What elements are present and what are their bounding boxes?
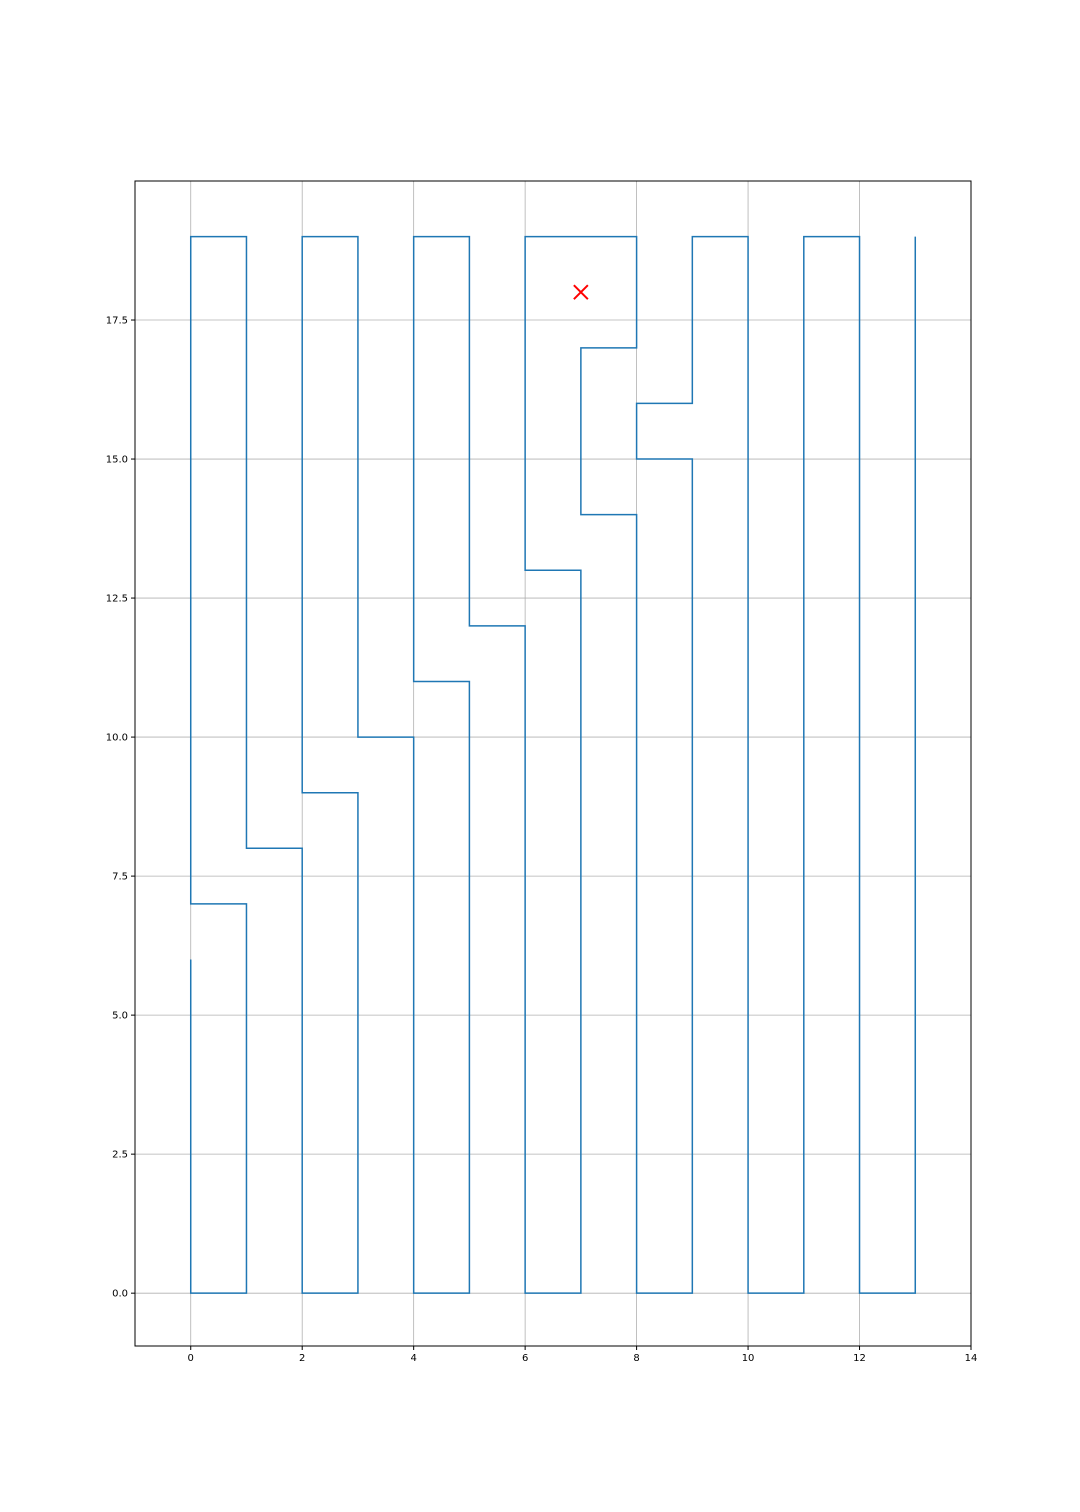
plot-area — [189, 235, 917, 1294]
x-axis: 0 2 4 6 8 10 12 14 — [188, 1346, 978, 1364]
grid — [135, 181, 972, 1346]
x-tick-label: 14 — [965, 1353, 978, 1364]
x-tick-label: 6 — [522, 1353, 528, 1364]
marker-stroke — [573, 284, 589, 300]
axes-frame — [134, 180, 972, 1347]
x-tick-label: 0 — [188, 1353, 194, 1364]
x-tick-label: 8 — [633, 1353, 639, 1364]
y-tick-label: 7.5 — [112, 872, 128, 883]
y-tick-label: 2.5 — [112, 1150, 128, 1161]
y-tick-label: 15.0 — [106, 455, 128, 466]
y-tick-label: 0.0 — [112, 1289, 128, 1300]
x-tick-label: 12 — [853, 1353, 866, 1364]
target-x-marker — [573, 284, 589, 300]
x-tick-label: 10 — [742, 1353, 755, 1364]
y-tick-label: 17.5 — [106, 316, 128, 327]
y-axis: 0.0 2.5 5.0 7.5 10.0 12.5 15.0 17.5 — [106, 316, 135, 1300]
maze-path-line — [189, 235, 917, 1294]
y-tick-label: 12.5 — [106, 594, 128, 605]
x-tick-label: 4 — [410, 1353, 416, 1364]
marker-layer — [573, 284, 589, 300]
y-tick-label: 5.0 — [112, 1011, 128, 1022]
y-tick-label: 10.0 — [106, 733, 128, 744]
x-tick-label: 2 — [299, 1353, 305, 1364]
